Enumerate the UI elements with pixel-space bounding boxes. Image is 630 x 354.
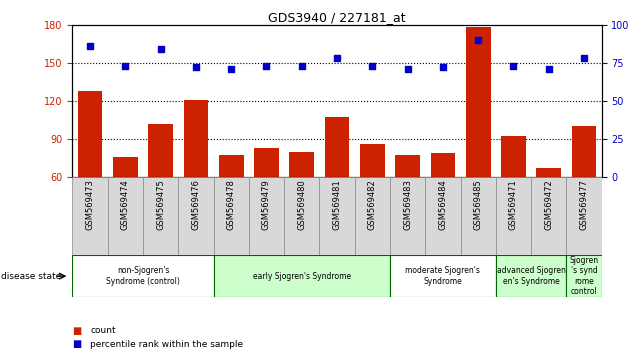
Point [508,63,518,69]
Point [438,64,448,70]
Text: moderate Sjogren's
Syndrome: moderate Sjogren's Syndrome [406,267,480,286]
Text: GSM569477: GSM569477 [580,179,588,230]
Bar [536,168,561,177]
Text: disease state: disease state [1,272,61,281]
Bar [148,124,173,177]
Bar [249,177,284,255]
Bar [72,177,108,255]
Text: GSM569480: GSM569480 [297,179,306,230]
Point [85,43,95,49]
Point [473,37,483,43]
Point [120,63,130,69]
Bar [284,177,319,255]
Text: GSM569482: GSM569482 [368,179,377,230]
Point [191,64,201,70]
Bar [214,177,249,255]
Title: GDS3940 / 227181_at: GDS3940 / 227181_at [268,11,406,24]
Bar [566,255,602,297]
Bar [72,255,214,297]
Bar [566,177,602,255]
Bar [461,177,496,255]
Text: percentile rank within the sample: percentile rank within the sample [90,339,243,349]
Bar [254,148,279,177]
Point [367,63,377,69]
Text: GSM569483: GSM569483 [403,179,412,230]
Text: GSM569475: GSM569475 [156,179,165,230]
Point [156,46,166,52]
Text: GSM569473: GSM569473 [86,179,94,230]
Bar [571,126,597,177]
Bar [143,177,178,255]
Bar [108,177,143,255]
Bar [531,177,566,255]
Text: GSM569481: GSM569481 [333,179,341,230]
Bar [178,177,214,255]
Point [403,66,413,72]
Bar [113,157,138,177]
Text: advanced Sjogren
en's Syndrome: advanced Sjogren en's Syndrome [496,267,566,286]
Text: non-Sjogren's
Syndrome (control): non-Sjogren's Syndrome (control) [106,267,180,286]
Text: GSM569471: GSM569471 [509,179,518,230]
Text: GSM569476: GSM569476 [192,179,200,230]
Text: GSM569478: GSM569478 [227,179,236,230]
Text: ■: ■ [72,339,82,349]
Point [297,63,307,69]
Bar [183,99,209,177]
Point [579,56,589,61]
Bar [214,255,390,297]
Point [226,66,236,72]
Point [332,56,342,61]
Bar [390,177,425,255]
Text: GSM569484: GSM569484 [438,179,447,230]
Bar [219,155,244,177]
Bar [289,152,314,177]
Bar [324,118,350,177]
Bar [77,91,103,177]
Bar [425,177,461,255]
Text: ■: ■ [72,326,82,336]
Point [544,66,554,72]
Point [261,63,272,69]
Bar [395,155,420,177]
Bar [360,144,385,177]
Text: GSM569472: GSM569472 [544,179,553,230]
Bar [496,255,566,297]
Bar [355,177,390,255]
Bar [390,255,496,297]
Text: GSM569474: GSM569474 [121,179,130,230]
Text: GSM569485: GSM569485 [474,179,483,230]
Bar [430,153,455,177]
Bar [501,136,526,177]
Bar [496,177,531,255]
Text: count: count [90,326,116,336]
Text: Sjogren
's synd
rome
control: Sjogren 's synd rome control [570,256,598,296]
Text: GSM569479: GSM569479 [262,179,271,230]
Bar [319,177,355,255]
Text: early Sjogren's Syndrome: early Sjogren's Syndrome [253,272,351,281]
Bar [466,27,491,177]
